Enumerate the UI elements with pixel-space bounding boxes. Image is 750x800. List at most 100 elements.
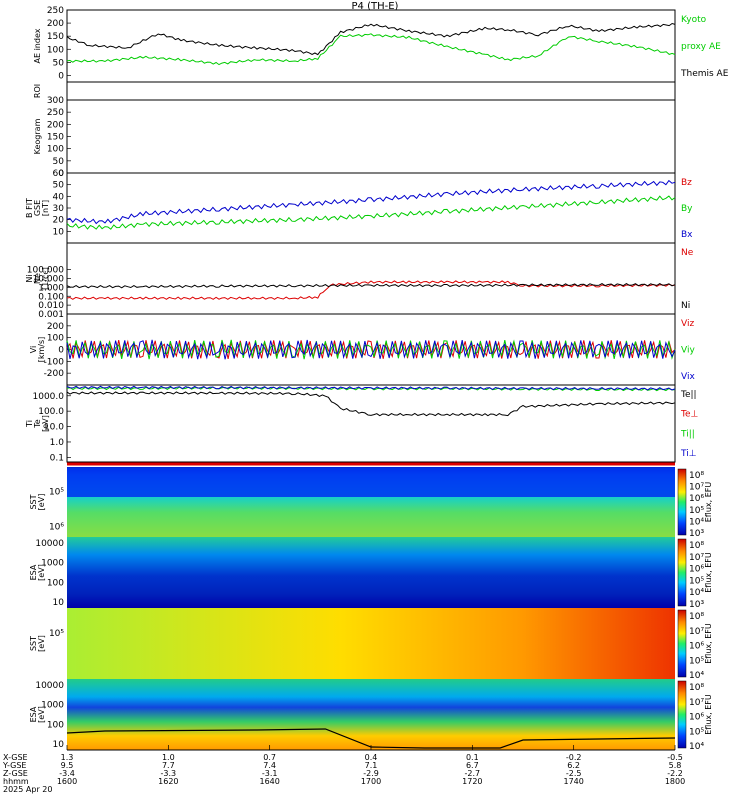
y-tick-label: 0.100 — [38, 292, 64, 302]
colorbar-tick: 10⁵ — [689, 727, 704, 737]
colorbar-tick: 10⁴ — [689, 742, 704, 752]
y-axis-label: [eV] — [37, 635, 46, 652]
y-tick-label: 0.010 — [38, 301, 64, 311]
y-tick-label: 100 — [47, 578, 64, 588]
panel-velocity: -200 -1000 100 200 Viz Viy Vix Vi [km/s] — [29, 313, 695, 386]
y-tick-label: 10000 — [35, 681, 64, 691]
colorbar-tick: 10⁴ — [689, 517, 704, 527]
y-tick-label: 0.001 — [38, 310, 64, 320]
y-tick-label: 0 — [58, 71, 64, 81]
y-tick-label: 10.000 — [33, 275, 65, 285]
series-density-0 — [66, 280, 676, 300]
x-tick-label: 9.5 — [61, 761, 74, 770]
legend-entry: proxy AE — [681, 42, 721, 52]
series-bfield-1 — [66, 195, 676, 230]
y-axis-label: Ne — [33, 273, 42, 284]
legend-entry: Vix — [681, 372, 695, 382]
y-tick-label: 60 — [53, 169, 65, 179]
colorbar-tick: 10⁴ — [689, 588, 704, 598]
x-tick-label: -2.5 — [566, 769, 582, 778]
x-axis-row-label: Y-GSE — [2, 761, 26, 770]
x-tick-label: -3.4 — [59, 769, 75, 778]
y-tick-label: 30 — [53, 204, 65, 214]
y-axis-label: [km/s] — [37, 337, 46, 363]
colorbar-tick: 10⁷ — [689, 553, 704, 563]
legend-entry: Ne — [681, 248, 694, 258]
legend-entry: By — [681, 204, 693, 214]
y-tick-label: 50 — [53, 58, 65, 68]
y-axis-label: ROI — [33, 84, 42, 98]
y-axis-label: Ti — [25, 420, 34, 428]
y-tick-label: 100 — [47, 145, 64, 155]
y-tick-label: 1.000 — [38, 283, 64, 293]
x-tick-label: -2.7 — [465, 769, 481, 778]
y-tick-label: 1000 — [41, 701, 64, 711]
series-ae-0 — [66, 33, 676, 66]
x-tick-label: 0.4 — [365, 753, 378, 762]
y-tick-label: 1000 — [41, 559, 64, 569]
y-tick-label: 0 — [58, 169, 64, 179]
panel-ae: 0 50 100 150 200 250 Kyoto proxy AE Themis AE AE … — [33, 6, 729, 83]
y-axis-label: Te — [33, 419, 42, 429]
x-tick-label: 1640 — [259, 777, 279, 786]
y-tick-label: 1000.0 — [33, 392, 65, 402]
legend-entry: Viz — [681, 319, 694, 329]
x-tick-label: 1800 — [665, 777, 685, 786]
colorbar-tick: 10⁶ — [689, 642, 704, 652]
x-tick-label: 7.7 — [162, 761, 175, 770]
y-axis-label: Vi — [29, 346, 38, 354]
x-tick-label: 5.8 — [669, 761, 682, 770]
colorbar-tick: 10⁵ — [689, 576, 704, 586]
y-tick-label: 300 — [47, 96, 64, 106]
y-axis-label: [nT] — [41, 200, 50, 216]
series-temperature-1 — [66, 385, 676, 391]
y-axis-label: Keogram — [33, 118, 42, 154]
colorbar-tick: 10⁷ — [689, 627, 704, 637]
x-tick-label: 7.4 — [263, 761, 276, 770]
legend-entry: Ti⊥ — [680, 449, 697, 459]
colorbar-tick: 10⁷ — [689, 483, 704, 493]
x-axis-row-label: hhmm — [3, 777, 29, 786]
y-tick-label: 250 — [47, 108, 64, 118]
x-tick-label: -2.2 — [667, 769, 683, 778]
colorbar-esa_i — [677, 680, 687, 749]
colorbar-tick: 10⁵ — [689, 506, 704, 516]
y-tick-label: 10 — [53, 598, 65, 608]
colorbar-tick: 10⁸ — [689, 541, 704, 551]
legend-entry: Te⊥ — [680, 410, 699, 420]
y-axis-label: B FIT — [25, 198, 34, 218]
y-axis-label: [eV] — [37, 494, 46, 511]
y-axis-label: AE index — [33, 28, 42, 63]
y-axis-label: SST — [29, 636, 38, 651]
y-tick-label: 100 — [47, 334, 64, 344]
spectrogram-sst_i — [67, 608, 675, 679]
colorbar-tick: 10³ — [689, 529, 704, 539]
colorbar-tick: 10⁸ — [689, 612, 704, 622]
legend-entry: Te|| — [680, 390, 697, 400]
y-tick-label: 10⁶ — [49, 523, 64, 533]
legend-entry: Ti|| — [680, 429, 695, 439]
x-tick-label: 0.7 — [263, 753, 276, 762]
panel-frame-bfield — [66, 172, 676, 244]
x-tick-label: 1.0 — [162, 753, 175, 762]
x-tick-label: 1700 — [361, 777, 381, 786]
colorbar-label: Eflux, EFU — [704, 482, 713, 523]
y-tick-label: 10.0 — [44, 423, 64, 433]
legend-entry: Kyoto — [681, 15, 707, 25]
y-tick-label: 0.1 — [50, 453, 64, 463]
legend-entry: Themis AE — [680, 69, 729, 79]
x-tick-label: 1620 — [158, 777, 178, 786]
colorbar-tick: 10⁸ — [689, 471, 704, 481]
legend-entry: Bz — [681, 178, 692, 188]
panel-frame-temperature — [66, 384, 676, 463]
panel-keogram: 0 50 100 150 200 250 300 Keogram — [33, 96, 676, 179]
x-axis-row-label: X-GSE — [3, 753, 28, 762]
y-axis-label: [1/cc] — [41, 267, 50, 290]
